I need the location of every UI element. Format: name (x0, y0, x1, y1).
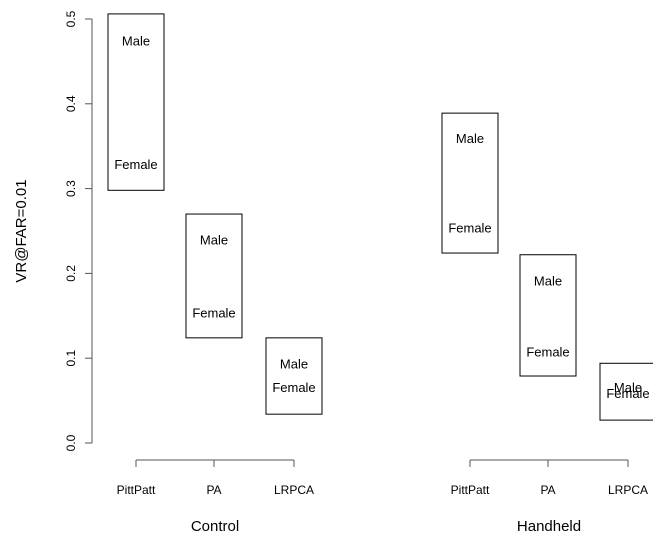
y-tick-label: 0.0 (64, 434, 78, 451)
range-box (185, 213, 243, 339)
value-label: Female (526, 345, 569, 360)
x-tick-label: PittPatt (451, 483, 490, 497)
range-box (107, 13, 165, 191)
value-label: Female (606, 386, 649, 401)
x-tick-label: PA (206, 483, 221, 497)
value-label: Male (534, 273, 562, 288)
y-tick-label: 0.3 (64, 180, 78, 197)
x-axis-label: Control (191, 518, 239, 535)
y-tick-label: 0.1 (64, 350, 78, 367)
range-box (599, 362, 653, 421)
value-label: Male (456, 131, 484, 146)
value-label: Female (114, 157, 157, 172)
value-label: Male (614, 380, 642, 395)
value-label: Male (122, 33, 150, 48)
value-label: Female (192, 306, 235, 321)
y-axis-label: VR@FAR=0.01 (13, 179, 30, 282)
value-label: Male (200, 233, 228, 248)
y-tick-label: 0.4 (64, 95, 78, 112)
range-box (441, 112, 499, 254)
x-axis-label: Handheld (517, 518, 581, 535)
range-box (519, 254, 577, 377)
y-tick-label: 0.2 (64, 265, 78, 282)
y-tick-label: 0.5 (64, 10, 78, 27)
x-tick-label: PA (540, 483, 555, 497)
x-tick-label: PittPatt (117, 483, 156, 497)
range-box (265, 337, 323, 415)
value-label: Male (280, 356, 308, 371)
x-tick-label: LRPCA (274, 483, 314, 497)
x-tick-label: LRPCA (608, 483, 648, 497)
value-label: Female (272, 380, 315, 395)
value-label: Female (448, 221, 491, 236)
